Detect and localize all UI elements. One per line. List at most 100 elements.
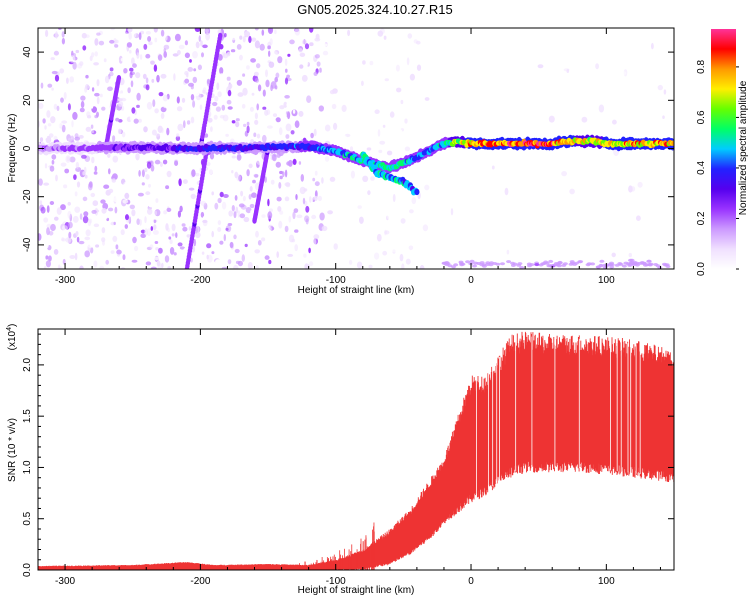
noise-speckle <box>76 236 80 243</box>
x-tick-label: -300 <box>55 275 75 286</box>
noise-speckle <box>236 79 243 86</box>
noise-speckle <box>136 104 140 108</box>
noise-speckle <box>69 213 73 222</box>
noise-speckle <box>150 266 157 269</box>
noise-speckle <box>131 77 136 81</box>
noise-speckle <box>322 50 329 56</box>
noise-speckle <box>286 103 290 107</box>
noise-speckle <box>233 92 238 99</box>
noise-speckle <box>282 57 286 65</box>
y-tick-label: 0.5 <box>22 511 33 525</box>
noise-speckle <box>69 55 76 63</box>
noise-speckle <box>61 237 65 242</box>
noise-speckle <box>490 154 493 162</box>
noise-speckle <box>83 211 89 217</box>
noise-speckle <box>50 57 55 61</box>
noise-speckle <box>313 71 318 76</box>
noise-speckle <box>91 209 97 214</box>
noise-speckle <box>261 214 266 218</box>
noise-speckle <box>85 74 89 79</box>
spectrogram-x-label: Height of straight line (km) <box>298 285 415 296</box>
noise-speckle <box>129 71 133 79</box>
noise-speckle <box>193 68 197 72</box>
noise-speckle <box>53 103 58 110</box>
noise-speckle <box>279 105 285 110</box>
noise-speckle <box>156 260 161 267</box>
noise-speckle <box>82 196 88 202</box>
noise-speckle <box>131 107 136 114</box>
noise-speckle <box>63 92 67 100</box>
noise-speckle <box>384 230 390 235</box>
noise-speckle <box>276 251 280 258</box>
noise-speckle <box>145 174 150 180</box>
noise-speckle <box>331 103 337 110</box>
colorbar-gradient <box>711 29 736 269</box>
colorbar-tick-label: 0.0 <box>696 262 707 276</box>
noise-speckle <box>361 80 364 87</box>
noise-speckle <box>212 101 218 107</box>
noise-speckle <box>257 240 262 246</box>
noise-speckle <box>569 188 575 195</box>
noise-speckle <box>275 161 281 168</box>
noise-speckle <box>152 230 159 235</box>
noise-speckle <box>224 168 230 173</box>
noise-speckle <box>163 210 168 215</box>
x-tick-label: -100 <box>326 576 346 587</box>
noise-speckle <box>387 43 392 49</box>
noise-speckle <box>133 118 139 124</box>
noise-speckle <box>108 168 111 175</box>
noise-speckle <box>104 44 110 51</box>
noise-speckle <box>84 236 91 241</box>
noise-speckle <box>665 66 669 73</box>
noise-speckle <box>313 234 320 240</box>
noise-speckle <box>130 182 135 187</box>
noise-speckle <box>131 209 136 217</box>
noise-speckle <box>188 82 194 87</box>
noise-speckle <box>190 193 196 200</box>
noise-speckle <box>294 28 300 32</box>
noise-speckle <box>254 119 259 125</box>
noise-speckle <box>81 154 87 159</box>
noise-speckle <box>253 71 259 77</box>
noise-speckle <box>305 205 310 213</box>
noise-speckle <box>298 161 302 165</box>
noise-speckle <box>152 99 156 107</box>
svg-text:(x104): (x104) <box>6 324 18 351</box>
noise-speckle <box>145 77 149 84</box>
noise-speckle <box>76 181 81 188</box>
noise-speckle <box>175 135 181 141</box>
noise-speckle <box>79 213 83 220</box>
noise-speckle <box>91 87 95 92</box>
noise-speckle <box>107 153 111 159</box>
noise-speckle <box>81 65 85 72</box>
noise-speckle <box>233 264 239 269</box>
ridge-core <box>671 140 674 146</box>
noise-speckle <box>244 243 248 248</box>
noise-speckle <box>657 84 663 91</box>
noise-speckle <box>63 184 68 189</box>
noise-speckle <box>245 207 252 214</box>
noise-speckle <box>81 32 87 39</box>
noise-speckle <box>175 232 178 239</box>
noise-speckle <box>198 35 201 42</box>
noise-speckle <box>177 242 183 247</box>
noise-speckle <box>92 252 95 258</box>
noise-speckle <box>174 33 181 42</box>
noise-speckle <box>303 60 309 67</box>
noise-speckle <box>117 98 123 102</box>
noise-speckle <box>409 73 415 81</box>
noise-speckle <box>243 123 247 127</box>
noise-speckle <box>414 55 420 63</box>
noise-speckle <box>399 253 404 262</box>
noise-speckle <box>137 192 144 197</box>
noise-speckle <box>289 39 295 45</box>
noise-speckle <box>112 173 118 181</box>
noise-speckle <box>391 245 398 253</box>
noise-speckle <box>85 126 92 132</box>
y-tick-label: 40 <box>22 46 33 58</box>
noise-speckle <box>101 237 106 243</box>
noise-speckle <box>288 215 292 223</box>
noise-speckle <box>199 104 203 110</box>
noise-speckle <box>103 58 107 63</box>
